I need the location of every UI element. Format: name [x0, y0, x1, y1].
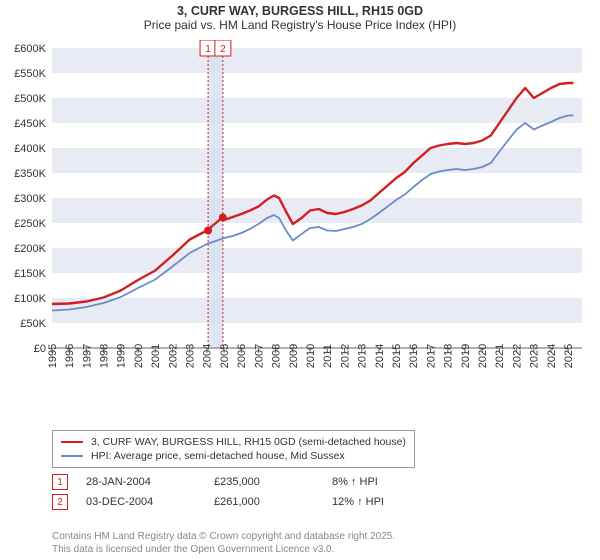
svg-text:2019: 2019 [460, 344, 472, 368]
tx-price: £235,000 [214, 476, 314, 488]
svg-text:2003: 2003 [185, 344, 197, 368]
svg-text:2021: 2021 [494, 344, 506, 368]
svg-text:2005: 2005 [219, 344, 231, 368]
svg-text:2018: 2018 [443, 344, 455, 368]
title-line2: Price paid vs. HM Land Registry's House … [0, 18, 600, 32]
svg-text:2006: 2006 [236, 344, 248, 368]
legend-label: HPI: Average price, semi-detached house,… [91, 450, 345, 462]
tx-date: 28-JAN-2004 [86, 476, 196, 488]
svg-text:£400K: £400K [14, 143, 46, 155]
svg-text:£600K: £600K [14, 43, 46, 55]
svg-text:2011: 2011 [322, 344, 334, 368]
legend-label: 3, CURF WAY, BURGESS HILL, RH15 0GD (sem… [91, 436, 406, 448]
svg-text:2007: 2007 [253, 344, 265, 368]
svg-text:£300K: £300K [14, 193, 46, 205]
svg-text:£50K: £50K [20, 318, 46, 330]
title-line1: 3, CURF WAY, BURGESS HILL, RH15 0GD [0, 4, 600, 18]
chart-title: 3, CURF WAY, BURGESS HILL, RH15 0GD Pric… [0, 0, 600, 32]
svg-text:1997: 1997 [81, 344, 93, 368]
svg-text:2013: 2013 [357, 344, 369, 368]
legend-item: 3, CURF WAY, BURGESS HILL, RH15 0GD (sem… [61, 435, 406, 449]
legend: 3, CURF WAY, BURGESS HILL, RH15 0GD (sem… [52, 430, 415, 468]
svg-text:£450K: £450K [14, 118, 46, 130]
svg-text:2012: 2012 [339, 344, 351, 368]
svg-text:2: 2 [220, 44, 226, 55]
tx-change: 8% ↑ HPI [332, 476, 462, 488]
svg-text:1996: 1996 [64, 344, 76, 368]
svg-text:1998: 1998 [98, 344, 110, 368]
svg-text:£500K: £500K [14, 93, 46, 105]
svg-text:£0: £0 [34, 343, 46, 355]
tx-badge: 2 [52, 494, 68, 510]
svg-text:£150K: £150K [14, 268, 46, 280]
legend-swatch [61, 441, 83, 443]
svg-text:£550K: £550K [14, 68, 46, 80]
svg-text:£200K: £200K [14, 243, 46, 255]
svg-text:2009: 2009 [288, 344, 300, 368]
transactions-table: 1 28-JAN-2004 £235,000 8% ↑ HPI 2 03-DEC… [52, 472, 462, 512]
svg-text:2010: 2010 [305, 344, 317, 368]
tx-change: 12% ↑ HPI [332, 496, 462, 508]
tx-date: 03-DEC-2004 [86, 496, 196, 508]
svg-text:2014: 2014 [374, 344, 386, 368]
svg-text:2015: 2015 [391, 344, 403, 368]
tx-price: £261,000 [214, 496, 314, 508]
tx-badge: 1 [52, 474, 68, 490]
svg-text:2001: 2001 [150, 344, 162, 368]
svg-text:2025: 2025 [563, 344, 575, 368]
svg-text:2020: 2020 [477, 344, 489, 368]
svg-text:£100K: £100K [14, 293, 46, 305]
footer-line: Contains HM Land Registry data © Crown c… [52, 531, 395, 544]
svg-text:2023: 2023 [529, 344, 541, 368]
footer-line: This data is licensed under the Open Gov… [52, 544, 395, 557]
table-row: 2 03-DEC-2004 £261,000 12% ↑ HPI [52, 492, 462, 512]
svg-text:£250K: £250K [14, 218, 46, 230]
svg-text:2000: 2000 [133, 344, 145, 368]
price-chart: £0 £50K £100K £150K £200K £250K £300K £350K £400… [0, 40, 600, 400]
svg-text:2002: 2002 [167, 344, 179, 368]
footer-attribution: Contains HM Land Registry data © Crown c… [52, 531, 395, 556]
legend-swatch [61, 455, 83, 457]
svg-text:2016: 2016 [408, 344, 420, 368]
svg-text:1995: 1995 [47, 344, 59, 368]
svg-text:2008: 2008 [271, 344, 283, 368]
svg-text:£350K: £350K [14, 168, 46, 180]
legend-item: HPI: Average price, semi-detached house,… [61, 449, 406, 463]
svg-text:1: 1 [205, 44, 211, 55]
svg-text:2022: 2022 [511, 344, 523, 368]
svg-text:2024: 2024 [546, 344, 558, 368]
table-row: 1 28-JAN-2004 £235,000 8% ↑ HPI [52, 472, 462, 492]
svg-text:2004: 2004 [202, 344, 214, 368]
svg-text:2017: 2017 [425, 344, 437, 368]
svg-text:1999: 1999 [116, 344, 128, 368]
